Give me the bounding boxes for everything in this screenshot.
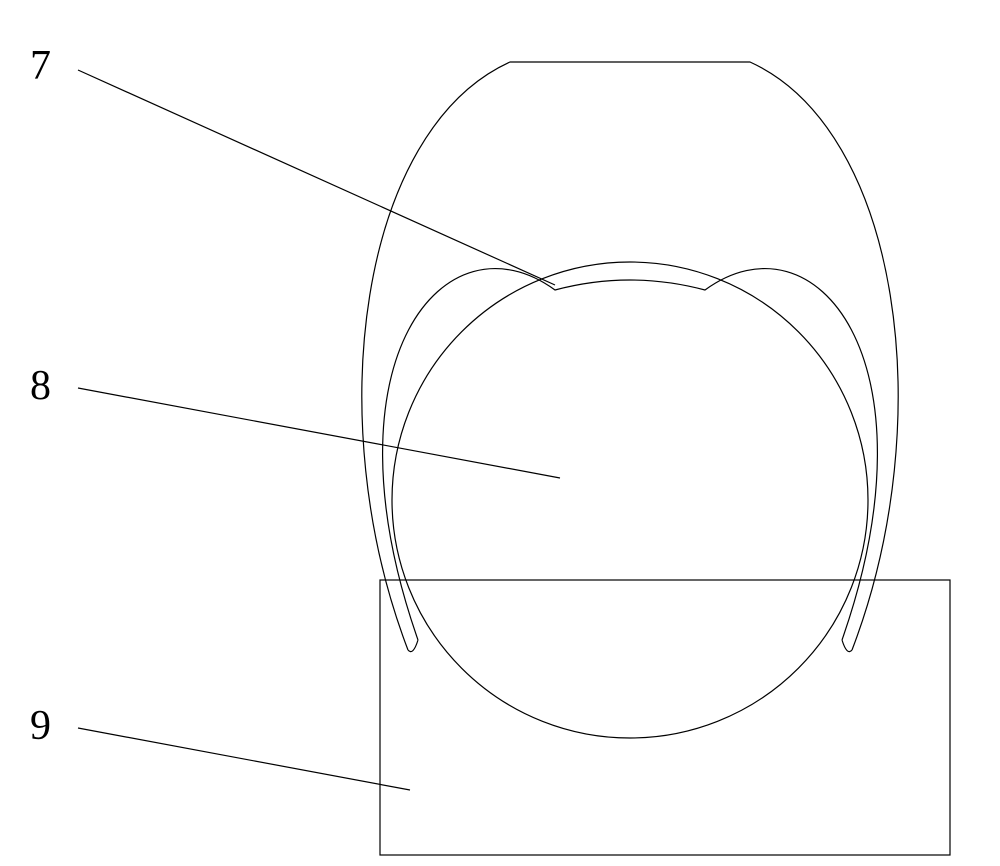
leader-line-9 xyxy=(78,728,410,790)
part-7-ring-inner xyxy=(383,269,878,652)
label-7: 7 xyxy=(30,42,51,90)
part-8-circle xyxy=(392,262,868,738)
leader-line-7 xyxy=(78,70,555,285)
label-9: 9 xyxy=(30,702,51,750)
leader-line-8 xyxy=(78,388,560,478)
diagram-canvas xyxy=(0,0,1000,866)
part-7-ring-outer xyxy=(362,62,898,650)
part-9-rect xyxy=(380,580,950,855)
label-8: 8 xyxy=(30,362,51,410)
